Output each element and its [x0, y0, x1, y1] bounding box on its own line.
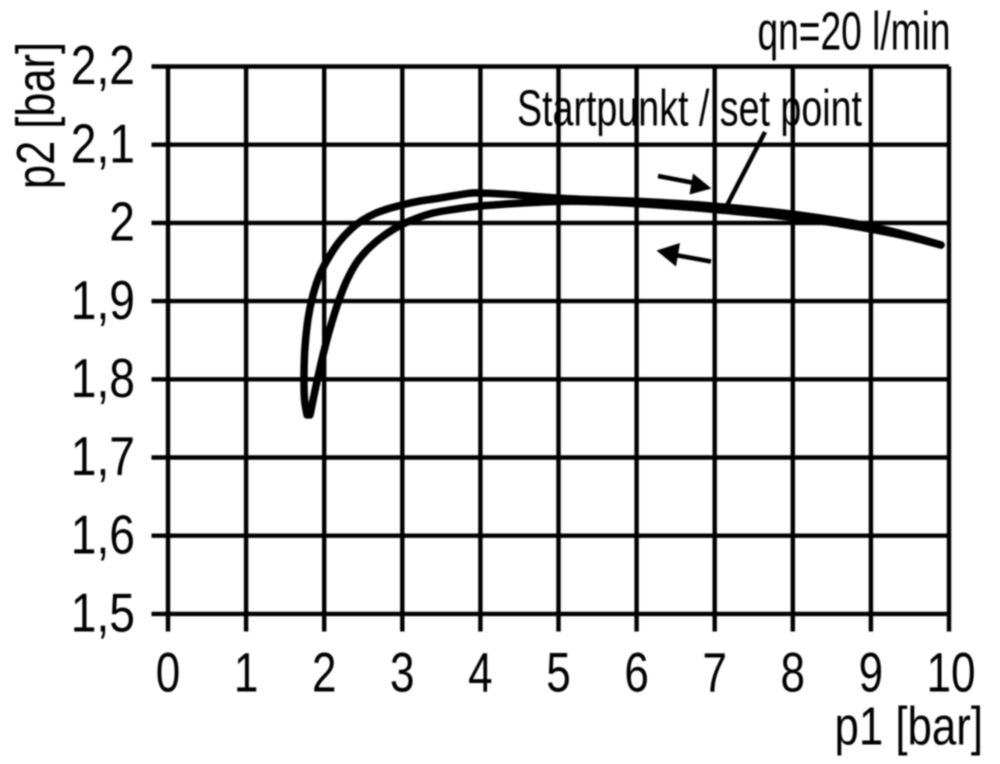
- svg-text:0: 0: [156, 641, 181, 704]
- svg-text:6: 6: [624, 641, 649, 704]
- svg-text:3: 3: [390, 641, 415, 704]
- svg-text:5: 5: [546, 641, 571, 704]
- svg-text:10: 10: [926, 641, 975, 704]
- svg-text:4: 4: [468, 641, 493, 704]
- svg-text:2,1: 2,1: [71, 113, 135, 174]
- svg-text:1,7: 1,7: [71, 426, 135, 487]
- svg-text:1: 1: [234, 641, 259, 704]
- svg-text:1,6: 1,6: [71, 504, 135, 565]
- svg-text:2,2: 2,2: [71, 35, 135, 96]
- svg-text:Startpunkt / set point: Startpunkt / set point: [517, 79, 862, 136]
- svg-text:p1 [bar]: p1 [bar]: [835, 697, 984, 757]
- svg-text:9: 9: [859, 641, 884, 704]
- svg-text:2: 2: [312, 641, 337, 704]
- svg-text:8: 8: [781, 641, 806, 704]
- svg-text:1,8: 1,8: [71, 348, 135, 409]
- svg-text:1,9: 1,9: [71, 270, 135, 331]
- svg-text:p2 [bar]: p2 [bar]: [6, 42, 66, 189]
- svg-text:1,5: 1,5: [71, 583, 135, 644]
- svg-text:2: 2: [109, 192, 135, 253]
- svg-text:qn=20 l/min: qn=20 l/min: [758, 2, 951, 62]
- svg-text:7: 7: [702, 641, 727, 704]
